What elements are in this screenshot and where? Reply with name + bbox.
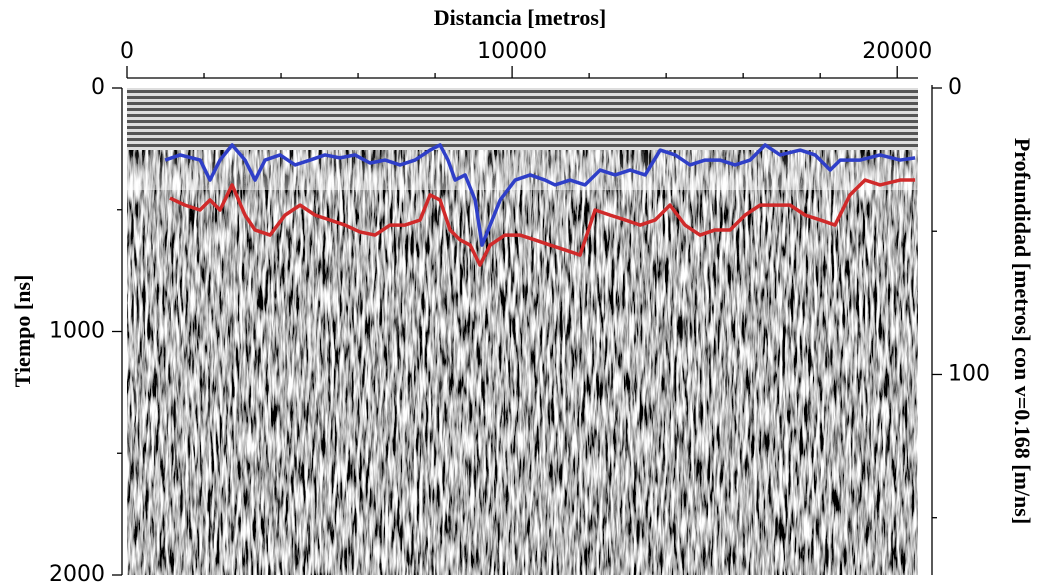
y-tick-label: 2000 — [49, 562, 105, 587]
radargram — [127, 88, 918, 575]
y2-tick-label: 100 — [948, 361, 990, 386]
x-tick-label: 20000 — [862, 39, 932, 64]
x-tick-label: 10000 — [477, 39, 547, 64]
y2-axis-title: Profundidad [metros] con v=0.168 [m/ns] — [1010, 138, 1035, 524]
radar-stripes — [127, 88, 918, 150]
horizon-line — [164, 143, 916, 247]
y2-tick-label: 0 — [948, 75, 962, 100]
y-axis-title: Tiempo [ns] — [10, 275, 35, 388]
x-tick-label: 0 — [120, 39, 134, 64]
x-axis-title: Distancia [metros] — [434, 5, 607, 30]
y-tick-label: 0 — [91, 75, 105, 100]
radar-fade — [127, 150, 918, 190]
horizon-line — [169, 178, 916, 267]
y-tick-label: 1000 — [49, 319, 105, 344]
